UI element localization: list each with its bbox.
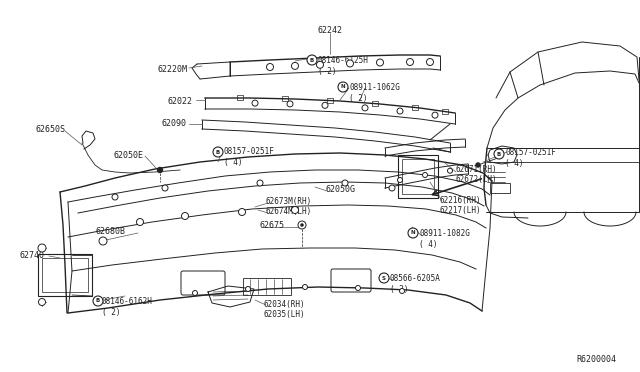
Text: 62740: 62740: [20, 251, 45, 260]
Text: 62650S: 62650S: [35, 125, 65, 134]
Text: ( 2): ( 2): [390, 285, 408, 294]
Bar: [412, 105, 418, 109]
Text: ( 4): ( 4): [419, 240, 438, 249]
Bar: [243, 278, 291, 295]
Circle shape: [38, 298, 45, 305]
Text: ( 2): ( 2): [318, 67, 337, 76]
Text: 62673M(RH): 62673M(RH): [266, 197, 312, 206]
Circle shape: [397, 177, 403, 183]
Circle shape: [239, 208, 246, 215]
Text: 62034(RH): 62034(RH): [264, 300, 306, 309]
Circle shape: [399, 289, 404, 294]
Text: R6200004: R6200004: [576, 355, 616, 364]
Text: 62672(LH): 62672(LH): [455, 175, 497, 184]
Text: 08157-0251F: 08157-0251F: [224, 147, 275, 156]
Bar: [402, 159, 434, 194]
Circle shape: [476, 163, 481, 167]
Circle shape: [307, 55, 317, 65]
Text: ( 2): ( 2): [102, 308, 120, 317]
Text: 08146-6125H: 08146-6125H: [318, 56, 369, 65]
Circle shape: [322, 102, 328, 108]
Text: 62050E: 62050E: [113, 151, 143, 160]
Circle shape: [287, 101, 293, 107]
Text: 62674M(LH): 62674M(LH): [266, 207, 312, 216]
Text: 08911-1062G: 08911-1062G: [349, 83, 400, 92]
Text: 08566-6205A: 08566-6205A: [390, 274, 441, 283]
Text: 62216(RH): 62216(RH): [440, 196, 482, 205]
Circle shape: [112, 194, 118, 200]
Text: B: B: [216, 150, 220, 154]
Bar: [42, 258, 88, 292]
Circle shape: [355, 285, 360, 291]
Text: N: N: [340, 84, 346, 90]
Circle shape: [447, 168, 452, 173]
Bar: [398, 155, 438, 198]
Bar: [372, 100, 378, 106]
Text: ( 4): ( 4): [505, 159, 524, 168]
Circle shape: [298, 221, 306, 229]
Text: N: N: [411, 231, 415, 235]
Bar: [282, 96, 288, 101]
Text: 62220M: 62220M: [158, 65, 188, 74]
Bar: [237, 95, 243, 100]
Circle shape: [379, 273, 389, 283]
Text: S: S: [382, 276, 386, 280]
Text: 62090: 62090: [161, 119, 186, 128]
Circle shape: [182, 212, 189, 219]
Circle shape: [157, 167, 163, 173]
Circle shape: [346, 60, 353, 67]
Text: 08146-6162H: 08146-6162H: [102, 297, 153, 306]
Text: 62217(LH): 62217(LH): [440, 206, 482, 215]
Circle shape: [432, 112, 438, 118]
Circle shape: [494, 149, 504, 159]
Circle shape: [213, 147, 223, 157]
Text: 08157-0251F: 08157-0251F: [505, 148, 556, 157]
Circle shape: [317, 61, 323, 68]
Text: 62680B: 62680B: [96, 227, 126, 236]
Circle shape: [38, 244, 46, 252]
Circle shape: [376, 59, 383, 66]
Circle shape: [303, 285, 307, 289]
Circle shape: [266, 64, 273, 71]
Text: 62675: 62675: [260, 221, 285, 230]
Circle shape: [301, 224, 303, 227]
Text: ( 2): ( 2): [349, 94, 367, 103]
Circle shape: [291, 206, 298, 214]
Text: 62242: 62242: [317, 26, 342, 35]
Circle shape: [422, 173, 428, 177]
Text: ( 4): ( 4): [224, 158, 243, 167]
Bar: [490, 183, 510, 193]
Bar: [442, 109, 448, 113]
Text: B: B: [310, 58, 314, 62]
Circle shape: [193, 291, 198, 295]
Text: 08911-1082G: 08911-1082G: [419, 229, 470, 238]
Bar: [38, 254, 92, 296]
Text: 62671(RH): 62671(RH): [455, 165, 497, 174]
Text: 62035(LH): 62035(LH): [264, 310, 306, 319]
Circle shape: [408, 228, 418, 238]
Text: B: B: [497, 151, 501, 157]
Circle shape: [342, 180, 348, 186]
Circle shape: [389, 185, 395, 191]
Circle shape: [252, 100, 258, 106]
Circle shape: [397, 108, 403, 114]
Text: B: B: [96, 298, 100, 304]
Circle shape: [136, 218, 143, 225]
Circle shape: [162, 185, 168, 191]
Circle shape: [291, 62, 298, 70]
Circle shape: [246, 286, 250, 292]
Circle shape: [257, 180, 263, 186]
Bar: [327, 97, 333, 103]
Text: 62050G: 62050G: [325, 185, 355, 194]
Circle shape: [338, 82, 348, 92]
Circle shape: [406, 58, 413, 65]
Circle shape: [99, 237, 107, 245]
Text: 62022: 62022: [167, 97, 192, 106]
Circle shape: [362, 105, 368, 111]
Circle shape: [426, 58, 433, 65]
Circle shape: [93, 296, 103, 306]
